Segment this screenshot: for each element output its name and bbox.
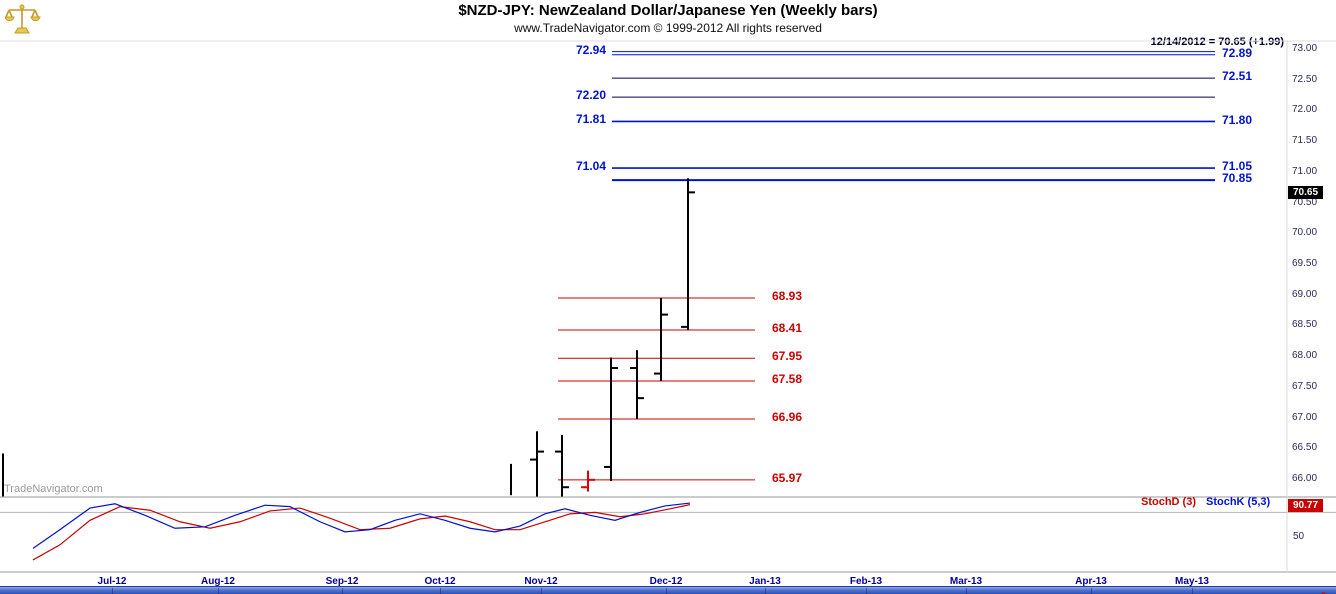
scrollbar-tick (541, 588, 542, 594)
scrollbar-tick (1192, 588, 1193, 594)
price-axis-label: 72.00 (1292, 104, 1318, 116)
month-label-Mar-13: Mar-13 (949, 576, 983, 587)
scrollbar-tick (440, 588, 441, 594)
scrollbar-tick (666, 588, 667, 594)
stochk-line (32, 502, 691, 549)
level-label-72.20: 72.20 (575, 88, 606, 103)
scrollbar-tick (218, 588, 219, 594)
level-label-68.93: 68.93 (772, 289, 803, 303)
price-axis-label: 67.50 (1292, 380, 1318, 392)
month-label-Nov-12: Nov-12 (524, 576, 558, 587)
month-label-Jul-12: Jul-12 (97, 576, 127, 587)
last-price-badge: 70.65 (1288, 186, 1323, 199)
stochk-legend: StochK (5,3) (1206, 496, 1271, 508)
price-axis-label: 73.00 (1292, 43, 1318, 54)
level-label-72.89: 72.89 (1222, 45, 1253, 60)
tradenavigator-scales-logo-icon (4, 2, 41, 38)
copyright-line: www.TradeNavigator.com © 1999-2012 All r… (514, 21, 822, 35)
level-label-68.41: 68.41 (772, 320, 803, 335)
price-axis-label: 71.00 (1292, 165, 1318, 177)
last-quote-readout: 12/14/2012 = 70.65 (+1.99) (1150, 36, 1284, 48)
scrollbar-tick (966, 588, 967, 594)
scrollbar-tick (342, 588, 343, 594)
month-label-May-13: May-13 (1175, 576, 1209, 587)
level-label-70.85: 70.85 (1222, 171, 1253, 186)
price-axis-label: 70.50 (1292, 196, 1318, 208)
price-axis-label: 66.50 (1292, 442, 1318, 454)
level-label-72.94: 72.94 (575, 42, 606, 57)
price-axis-label: 67.00 (1292, 411, 1318, 423)
stoch-mid-label: 50 (1293, 531, 1305, 542)
month-label-Dec-12: Dec-12 (649, 576, 683, 587)
month-label-Sep-12: Sep-12 (325, 576, 359, 587)
stochd-legend: StochD (3) (1141, 496, 1196, 508)
stoch-value-badge: 90.77 (1288, 499, 1323, 512)
price-axis-label: 68.50 (1292, 319, 1318, 331)
scrollbar-tick (1091, 588, 1092, 594)
chart-title: $NZD-JPY: NewZealand Dollar/Japanese Yen… (458, 2, 878, 19)
month-label-Feb-13: Feb-13 (849, 576, 883, 587)
scrollbar-tick (765, 588, 766, 594)
level-label-67.95: 67.95 (772, 349, 803, 364)
month-label-Aug-12: Aug-12 (201, 576, 235, 587)
price-axis-label: 68.00 (1292, 350, 1318, 362)
scrollbar-tick (112, 588, 113, 594)
month-label-Apr-13: Apr-13 (1075, 576, 1107, 587)
scrollbar-tick (866, 588, 867, 594)
watermark-text: TradeNavigator.com (4, 483, 103, 495)
level-label-71.05: 71.05 (1222, 158, 1253, 173)
month-label-Jan-13: Jan-13 (749, 576, 781, 587)
month-label-Oct-12: Oct-12 (424, 576, 456, 587)
level-label-71.04: 71.04 (575, 159, 606, 174)
horizontal-scrollbar[interactable] (0, 586, 1336, 594)
stochd-line (32, 504, 691, 561)
price-axis-label: 69.50 (1292, 258, 1318, 269)
level-label-65.97: 65.97 (772, 470, 803, 485)
scroll-right-arrow[interactable] (1304, 587, 1334, 594)
price-axis-label: 72.50 (1292, 73, 1318, 85)
level-label-72.51: 72.51 (1222, 69, 1253, 84)
level-label-71.80: 71.80 (1222, 112, 1253, 127)
level-label-67.58: 67.58 (772, 371, 803, 386)
price-axis-label: 71.50 (1292, 135, 1318, 147)
price-axis-label: 70.00 (1292, 227, 1318, 239)
price-axis-label: 69.00 (1292, 288, 1318, 300)
level-label-71.81: 71.81 (575, 112, 606, 127)
price-axis-label: 66.00 (1292, 473, 1318, 484)
level-label-66.96: 66.96 (772, 410, 803, 425)
